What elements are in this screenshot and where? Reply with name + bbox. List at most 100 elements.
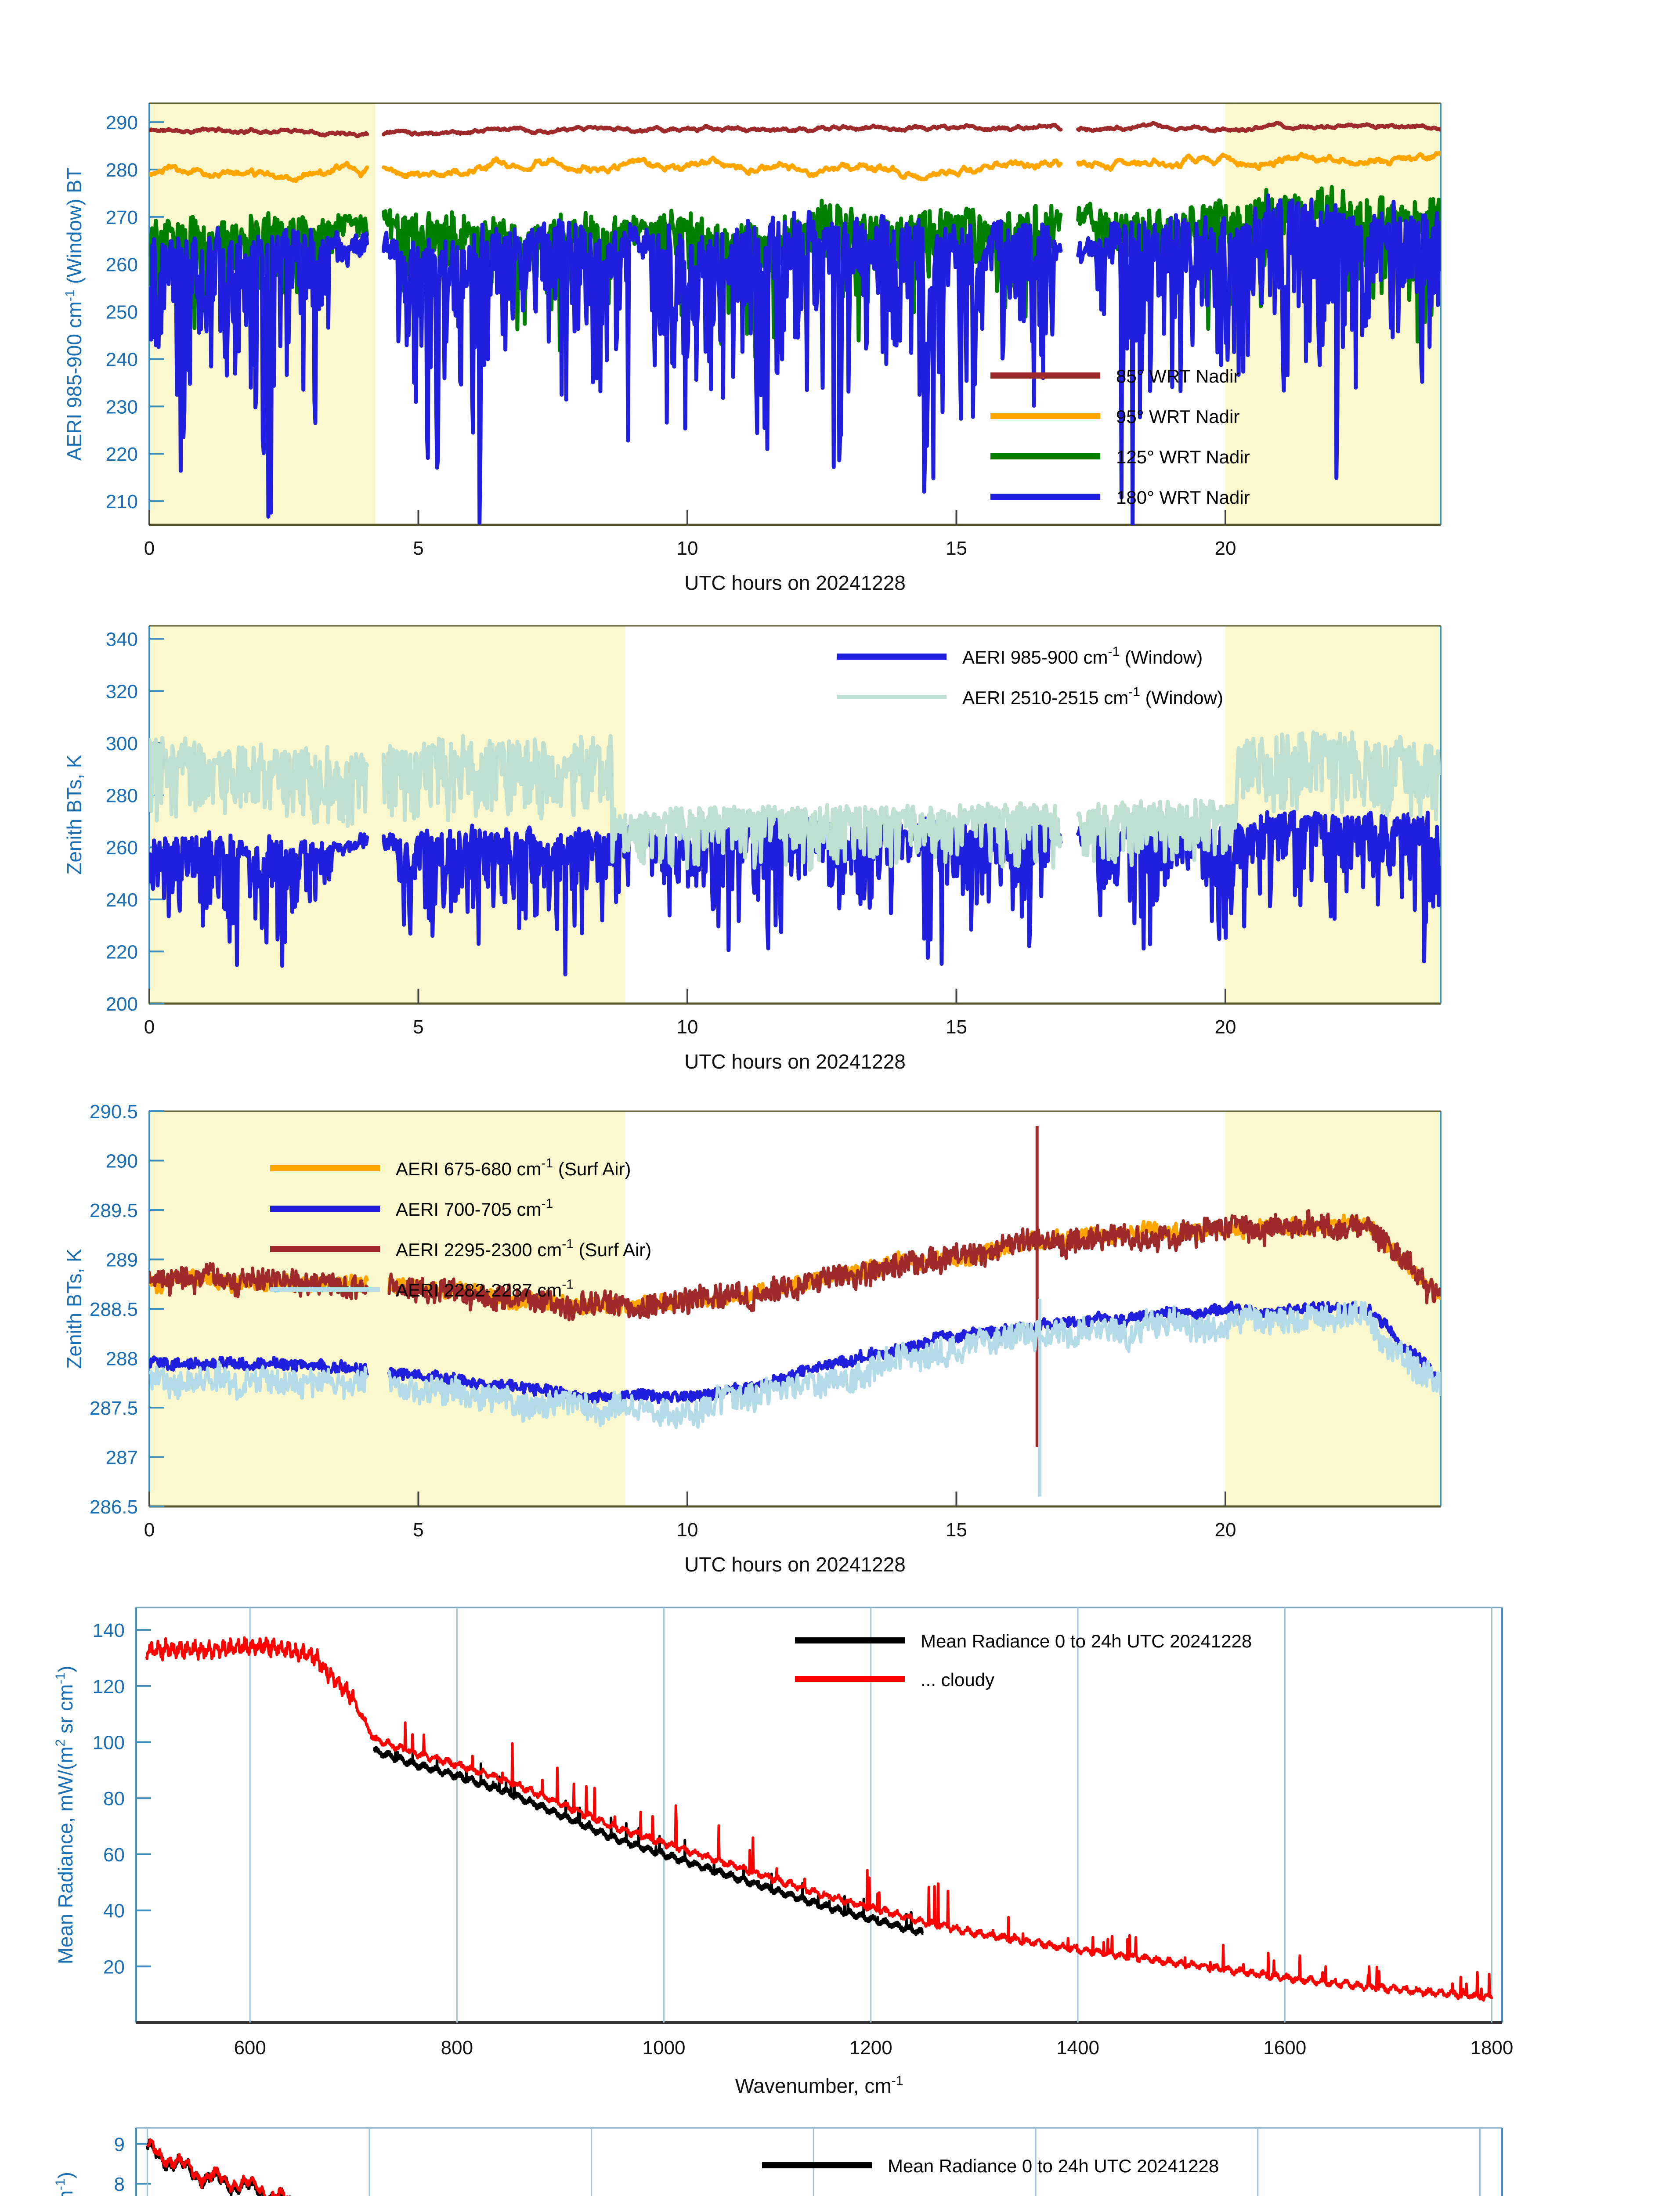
spectrum-line	[373, 1746, 924, 1936]
x-axis-title: UTC hours on 20241228	[684, 1553, 906, 1576]
y-axis-title: Mean Radiance, mW/(m2 sr cm-1)	[53, 2172, 77, 2196]
x-tick-label: 1800	[1470, 2037, 1513, 2059]
series-line	[149, 736, 369, 828]
x-tick-label: 800	[441, 2037, 473, 2059]
legend-label: AERI 675-680 cm-1 (Surf Air)	[396, 1156, 631, 1179]
y-tick-label: 320	[106, 681, 138, 702]
series-line	[149, 226, 369, 519]
legend-label: ... cloudy	[921, 1669, 994, 1690]
legend-label: AERI 700-705 cm-1	[396, 1196, 553, 1220]
panel2-legend: AERI 985-900 cm-1 (Window) AERI 2510-2515…	[837, 644, 1223, 708]
x-tick-label: 20	[1215, 1519, 1236, 1541]
y-axis-title: Mean Radiance, mW/(m2 sr cm-1)	[53, 1666, 77, 1965]
y-tick-label: 140	[93, 1620, 125, 1641]
legend-label: AERI 2295-2300 cm-1 (Surf Air)	[396, 1237, 651, 1260]
y-tick-label: 100	[93, 1732, 125, 1753]
legend-label: AERI 2282-2287 cm-1	[396, 1277, 574, 1300]
series-line	[149, 161, 369, 183]
x-tick-label: 5	[413, 538, 423, 559]
x-tick-label: 10	[677, 1519, 698, 1541]
night-shading-0	[149, 626, 626, 1004]
y-tick-label: 270	[106, 207, 138, 228]
legend-label: ... cloudy	[888, 2194, 961, 2196]
y-tick-label: 250	[106, 302, 138, 323]
series-line	[381, 209, 1063, 525]
panel5-legend: Mean Radiance 0 to 24h UTC 20241228 ... c…	[762, 2156, 1219, 2196]
x-tick-label: 1600	[1263, 2037, 1306, 2059]
x-tick-label: 20	[1215, 1016, 1236, 1038]
series-line	[387, 1300, 1441, 1429]
x-tick-label: 10	[677, 538, 698, 559]
panel1-svg: 210 220 230 240 250 260 270 280 290 0 5 10 15 20 AERI …	[63, 102, 1442, 594]
panel-aeri-window-bt-by-angle: 210 220 230 240 250 260 270 280 290 0 5 10 15 20 AERI …	[0, 0, 1680, 615]
x-tick-label: 5	[413, 1519, 423, 1541]
series-line	[1076, 193, 1441, 525]
y-tick-label: 20	[103, 1956, 125, 1978]
svg-text:Zenith BTs, K: Zenith BTs, K	[63, 1249, 86, 1369]
panel2-svg: 200 220 240 260 280 300 320 340 0 5 10 15 20 Zenith B…	[63, 625, 1442, 1073]
y-tick-label: 289	[106, 1250, 138, 1271]
legend-label: 180° WRT Nadir	[1116, 487, 1250, 508]
panel4-svg: 20 40 60 80 100 120 140 600 800 1000 1200 1400 1600 1…	[53, 1607, 1513, 2097]
y-tick-label: 288	[106, 1348, 138, 1370]
series-line	[1076, 730, 1441, 867]
legend-label: 85° WRT Nadir	[1116, 366, 1239, 386]
y-tick-label: 210	[106, 491, 138, 513]
x-tick-label: 5	[413, 1016, 423, 1038]
y-tick-label: 280	[106, 785, 138, 807]
y-tick-label: 289.5	[90, 1200, 138, 1221]
y-tick-label: 240	[106, 349, 138, 370]
series-group	[145, 1636, 1493, 2002]
x-tick-label: 1000	[643, 2037, 686, 2059]
y-tick-label: 220	[106, 444, 138, 465]
x-tick-label: 1200	[849, 2037, 892, 2059]
svg-text:Mean Radiance, mW/(m2 sr cm-1): Mean Radiance, mW/(m2 sr cm-1)	[53, 1666, 77, 1965]
spectrum-line	[145, 1636, 1493, 2002]
x-tick-label: 15	[946, 1016, 967, 1038]
series-line	[149, 126, 369, 138]
x-tick-label: 0	[144, 1519, 155, 1541]
y-tick-label: 260	[106, 837, 138, 859]
legend-label: AERI 985-900 cm-1 (Window)	[962, 644, 1203, 668]
y-tick-label: 290	[106, 112, 138, 134]
spectrum-line	[146, 2138, 291, 2196]
y-tick-label: 287	[106, 1447, 138, 1469]
y-tick-label: 230	[106, 396, 138, 418]
panel-zenith-bts-window: 200 220 240 260 280 300 320 340 0 5 10 15 20 Zenith B…	[0, 593, 1680, 1089]
panel3-svg: 286.5 287 287.5 288 288.5 289 289.5 290 290.5 0 5 1…	[63, 1101, 1442, 1576]
panel-zenith-bts-surf-air: 286.5 287 287.5 288 288.5 289 289.5 290 290.5 0 5 1…	[0, 1085, 1680, 1581]
y-tick-label: 288.5	[90, 1299, 138, 1320]
series-line	[1076, 121, 1441, 134]
y-tick-label: 290.5	[90, 1101, 138, 1123]
y-tick-label: 220	[106, 941, 138, 963]
series-line	[149, 1262, 369, 1300]
panel4-legend: Mean Radiance 0 to 24h UTC 20241228 ... c…	[795, 1631, 1252, 1690]
y-axis-title: AERI 985-900 cm-1 (Window) BT	[63, 167, 86, 461]
x-axis-title: Wavenumber, cm-1	[735, 2073, 903, 2097]
y-tick-label: 290	[106, 1151, 138, 1172]
x-axis-title: UTC hours on 20241228	[684, 1050, 906, 1073]
panel1-legend: 85° WRT Nadir 95° WRT Nadir 125° WRT Nadir…	[990, 366, 1250, 508]
x-tick-label: 10	[677, 1016, 698, 1038]
panel-mean-radiance-shortwave: 01234567891800200022002400260028003000Me…	[0, 2104, 1680, 2196]
series-group	[149, 1126, 1441, 1497]
y-tick-label: 300	[106, 733, 138, 755]
y-axis-title: Zenith BTs, K	[63, 755, 86, 875]
y-tick-label: 287.5	[90, 1398, 138, 1419]
y-tick-label: 8	[114, 2174, 125, 2195]
svg-text:Zenith BTs, K: Zenith BTs, K	[63, 755, 86, 875]
legend-label: 125° WRT Nadir	[1116, 447, 1250, 467]
panel-mean-radiance-longwave: 20 40 60 80 100 120 140 600 800 1000 1200 1400 1600 1…	[0, 1577, 1680, 2113]
legend-label: Mean Radiance 0 to 24h UTC 20241228	[921, 1631, 1252, 1651]
series-group	[149, 121, 1441, 525]
x-tick-label: 0	[144, 1016, 155, 1038]
y-tick-label: 60	[103, 1844, 125, 1866]
series-line	[1076, 151, 1441, 172]
x-axis-title: UTC hours on 20241228	[684, 571, 906, 594]
series-line	[381, 123, 1063, 137]
x-tick-label: 1400	[1056, 2037, 1099, 2059]
panel3-legend: AERI 675-680 cm-1 (Surf Air) AERI 700-705…	[270, 1156, 651, 1300]
series-line	[149, 1355, 369, 1377]
night-shading-1	[1225, 103, 1441, 525]
